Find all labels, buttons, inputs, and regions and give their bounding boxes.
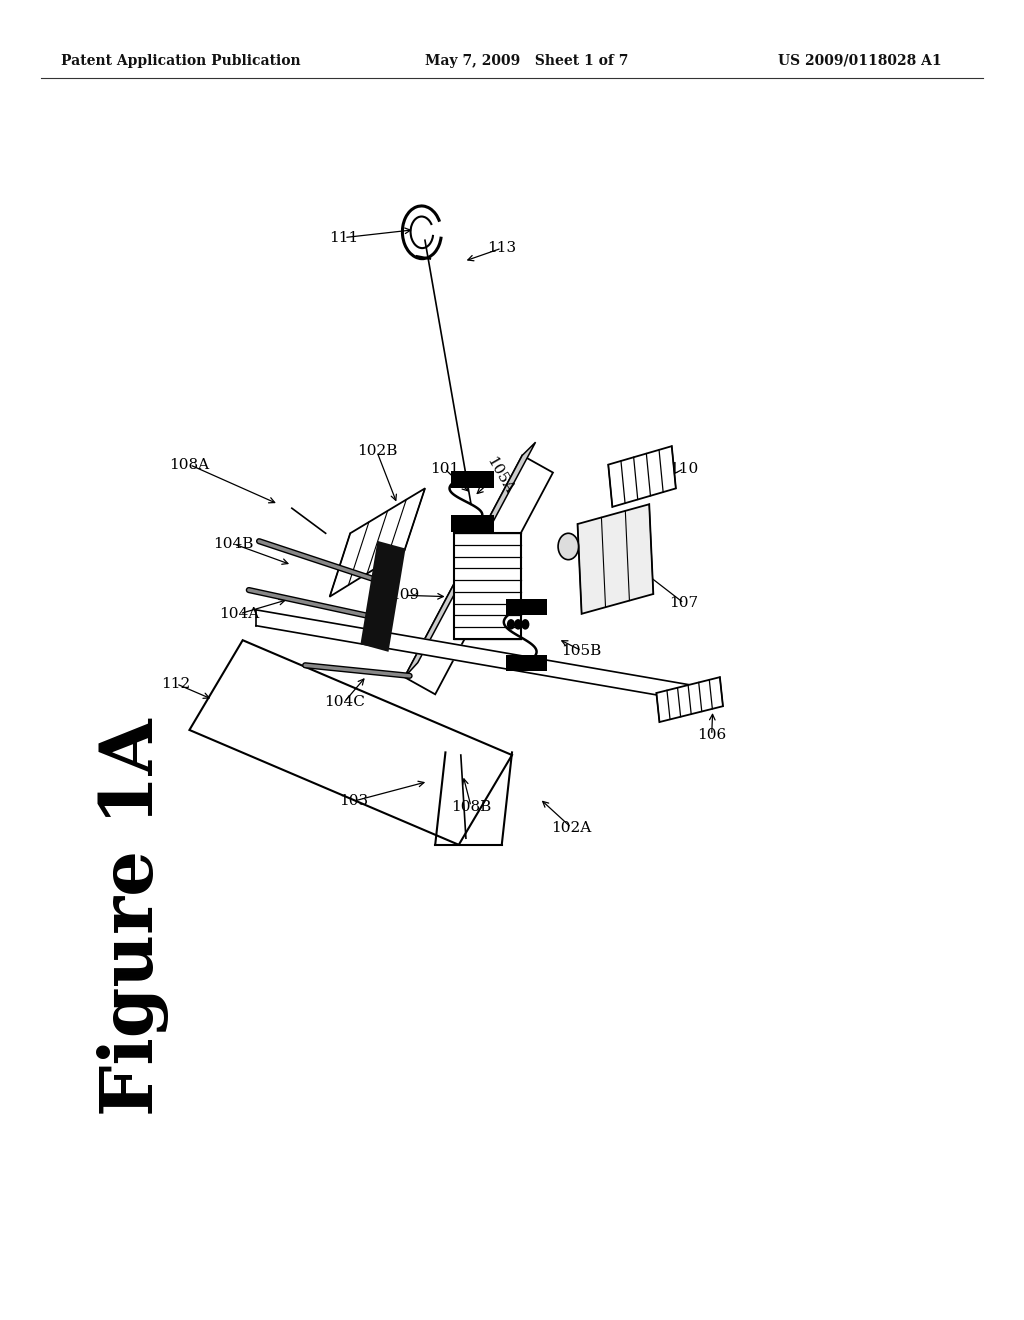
Text: 104B: 104B: [213, 537, 254, 550]
Polygon shape: [330, 488, 425, 597]
Text: 105A: 105A: [483, 454, 516, 496]
Text: 102A: 102A: [551, 821, 592, 834]
Bar: [506, 655, 547, 671]
Text: 110: 110: [670, 462, 698, 475]
Text: 104A: 104A: [219, 607, 260, 620]
Text: 108A: 108A: [169, 458, 210, 471]
Polygon shape: [404, 455, 553, 694]
Text: Patent Application Publication: Patent Application Publication: [61, 54, 301, 67]
Polygon shape: [256, 610, 707, 704]
Circle shape: [507, 619, 515, 630]
Text: 109: 109: [390, 589, 419, 602]
Text: May 7, 2009   Sheet 1 of 7: May 7, 2009 Sheet 1 of 7: [425, 54, 629, 67]
Polygon shape: [656, 677, 723, 722]
Text: 112: 112: [162, 677, 190, 690]
Text: Figure 1A: Figure 1A: [97, 718, 169, 1117]
Circle shape: [514, 619, 522, 630]
Text: 108B: 108B: [451, 800, 492, 813]
Text: 111: 111: [330, 231, 358, 244]
Bar: [506, 599, 547, 615]
Polygon shape: [578, 504, 653, 614]
Text: US 2009/0118028 A1: US 2009/0118028 A1: [778, 54, 942, 67]
Text: 113: 113: [487, 242, 516, 255]
Text: 105B: 105B: [561, 644, 602, 657]
Text: 107: 107: [670, 597, 698, 610]
Polygon shape: [404, 442, 536, 677]
Circle shape: [558, 533, 579, 560]
Text: 101: 101: [430, 462, 459, 475]
Bar: [455, 533, 520, 639]
Bar: [451, 515, 494, 532]
Text: 104C: 104C: [324, 696, 365, 709]
Polygon shape: [608, 446, 676, 507]
Text: 103: 103: [339, 795, 368, 808]
Bar: [360, 541, 406, 652]
Text: 106: 106: [697, 729, 726, 742]
Text: 102B: 102B: [356, 445, 397, 458]
Circle shape: [521, 619, 529, 630]
Bar: [451, 471, 494, 488]
